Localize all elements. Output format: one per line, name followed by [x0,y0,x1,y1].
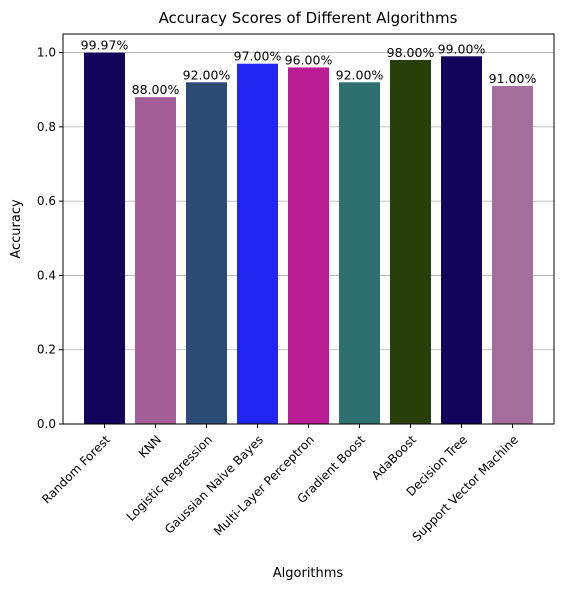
x-tick-label: AdaBoost [369,432,419,482]
x-tick-label: Logistic Regression [124,433,215,524]
x-tick-label: Support Vector Machine [410,433,521,544]
bar [492,86,533,424]
y-axis-label: Accuracy [9,199,24,259]
data-label: 99.00% [438,41,486,56]
y-axis: 0.0 0.2 0.4 0.6 0.8 1.0 [37,46,63,431]
data-label: 88.00% [132,82,180,97]
x-tick-label: Gaussian Naive Bayes [162,433,266,537]
x-tick-label: Random Forest [39,432,113,506]
x-tick-label: KNN [136,433,164,461]
bar [135,97,176,425]
y-tick-label: 0.4 [37,268,56,282]
data-label: 98.00% [387,45,435,60]
bar [441,56,482,425]
data-label: 91.00% [489,71,537,86]
bar [237,63,278,424]
data-label: 99.97% [81,38,129,53]
x-tick-label: Multi-Layer Perceptron [211,433,317,539]
y-tick-label: 0.0 [37,417,56,431]
data-label: 92.00% [336,67,384,82]
bar [186,82,227,425]
y-tick-label: 1.0 [37,46,56,60]
y-tick-label: 0.8 [37,120,56,134]
x-axis-label: Algorithms [273,566,344,581]
bars [84,52,533,425]
data-label: 92.00% [183,67,231,82]
bar [288,67,329,424]
y-tick-label: 0.2 [37,343,56,357]
data-label: 97.00% [234,49,282,64]
data-label: 96.00% [285,52,333,67]
chart-title: Accuracy Scores of Different Algorithms [159,9,458,27]
bar [390,60,431,424]
y-tick-label: 0.6 [37,194,56,208]
bar [339,82,380,425]
bar [84,52,125,424]
data-labels: 99.97%88.00%92.00%97.00% 96.00%92.00%98.0… [81,38,537,97]
